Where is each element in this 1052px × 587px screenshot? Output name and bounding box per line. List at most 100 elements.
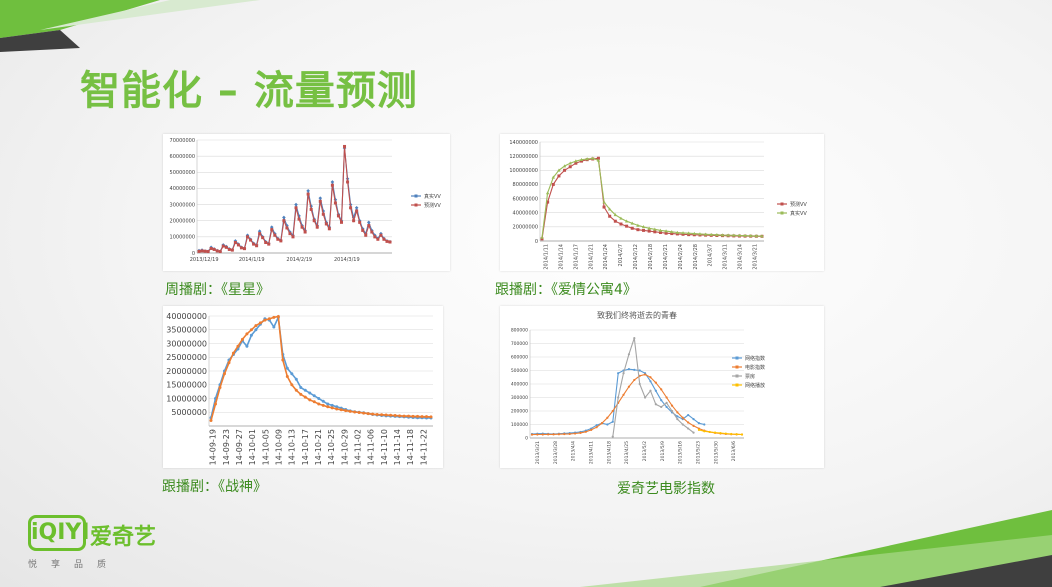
- data-point: [236, 344, 240, 348]
- chart-zhanshen: 5000000 10000000 15000000 20000000 25000000 3…: [166, 312, 433, 465]
- data-point: [236, 243, 240, 247]
- iqiyi-logo-text: 爱奇艺: [90, 525, 157, 550]
- x-tick-label: 2013/5/23: [695, 441, 701, 464]
- data-point: [245, 344, 249, 348]
- data-point: [619, 216, 623, 220]
- bottom-right-light-band: [580, 535, 1052, 587]
- data-point: [321, 399, 325, 403]
- data-point: [670, 230, 674, 234]
- data-point: [321, 212, 325, 216]
- data-point: [568, 165, 572, 169]
- data-point: [613, 219, 617, 223]
- data-point: [724, 432, 727, 435]
- data-point: [557, 168, 561, 172]
- data-point: [568, 432, 571, 436]
- x-tick-label: 2014/3/21: [753, 244, 759, 270]
- data-point: [579, 157, 584, 161]
- data-point: [306, 189, 310, 193]
- data-point: [242, 247, 246, 251]
- data-point: [563, 432, 566, 436]
- data-point: [653, 230, 657, 234]
- data-point: [299, 386, 303, 389]
- data-point: [687, 421, 690, 424]
- data-point: [227, 361, 231, 365]
- data-point: [346, 180, 350, 184]
- data-point: [312, 219, 316, 223]
- data-point: [290, 372, 294, 376]
- data-point: [306, 192, 310, 196]
- data-point: [681, 231, 685, 235]
- x-tick-label: 14-09-19: [209, 429, 218, 465]
- x-tick-label: 2013/4/18: [606, 441, 612, 464]
- data-point: [649, 389, 652, 392]
- data-point: [349, 206, 353, 210]
- data-point: [676, 415, 679, 418]
- data-point: [315, 225, 319, 229]
- data-point: [547, 433, 550, 436]
- data-point: [291, 235, 295, 239]
- data-point: [327, 227, 331, 231]
- chart-aiqinggongyu: 0 20000000 40000000 60000000 80000000 1000000…: [509, 140, 807, 270]
- y-tick-label: 200000: [511, 409, 528, 415]
- data-point: [231, 351, 235, 355]
- y-tick-label: 50000000: [170, 170, 195, 176]
- data-point: [252, 242, 256, 246]
- data-point: [602, 205, 606, 209]
- legend-label: 网络播放: [745, 382, 765, 389]
- data-point: [557, 433, 561, 436]
- chart-panel-movie-index: 致我们终将逝去的青春 0 100000 200000 300000 400000 50000…: [500, 306, 824, 468]
- data-point: [373, 233, 377, 238]
- x-tick-label: 2014/1/17: [573, 244, 579, 270]
- bottom-right-dark-band: [880, 555, 1052, 587]
- data-point: [653, 227, 657, 231]
- iqiyi-tagline: 悦享品质: [28, 560, 121, 570]
- legend-label: 预测VV: [424, 202, 441, 209]
- data-point: [197, 249, 201, 253]
- data-point: [212, 247, 216, 251]
- x-tick-label: 2014/2/21: [663, 244, 669, 270]
- x-tick-label: 2014/3/14: [738, 244, 744, 270]
- x-tick-label: 14-10-09: [274, 429, 283, 465]
- x-tick-label: 2013/12/19: [190, 257, 219, 263]
- data-point: [240, 337, 244, 341]
- data-point: [351, 215, 356, 220]
- data-point: [282, 219, 286, 223]
- data-point: [703, 232, 708, 236]
- data-point: [267, 317, 271, 321]
- data-point: [633, 337, 636, 340]
- data-point: [279, 239, 283, 243]
- data-point: [585, 157, 589, 161]
- data-point: [633, 368, 636, 371]
- legend-label: 票房: [745, 373, 755, 380]
- y-tick-label: 120000000: [509, 154, 538, 160]
- data-point: [627, 353, 631, 356]
- data-point: [687, 413, 690, 417]
- x-tick-label: 14-11-06: [367, 429, 376, 465]
- data-point: [720, 233, 725, 237]
- data-point: [294, 206, 298, 210]
- data-point: [649, 380, 652, 383]
- legend-marker: [780, 202, 784, 206]
- data-point: [294, 388, 298, 392]
- data-point: [737, 233, 742, 237]
- y-tick-label: 0: [525, 436, 528, 442]
- data-point: [600, 422, 604, 425]
- data-point: [348, 409, 352, 413]
- data-point: [380, 413, 384, 417]
- data-point: [336, 214, 340, 218]
- data-point: [675, 230, 680, 234]
- data-point: [245, 332, 249, 336]
- y-tick-label: 300000: [511, 395, 528, 401]
- x-tick-label: 14-10-01: [248, 429, 257, 465]
- data-point: [309, 207, 313, 211]
- data-point: [222, 372, 226, 376]
- data-point: [654, 381, 657, 384]
- data-point: [429, 415, 433, 419]
- data-point: [330, 183, 334, 187]
- data-point: [749, 233, 753, 238]
- data-point: [379, 233, 383, 237]
- y-tick-label: 40000000: [513, 210, 538, 216]
- data-point: [596, 158, 601, 162]
- y-tick-label: 70000000: [170, 138, 195, 144]
- data-point: [367, 224, 371, 228]
